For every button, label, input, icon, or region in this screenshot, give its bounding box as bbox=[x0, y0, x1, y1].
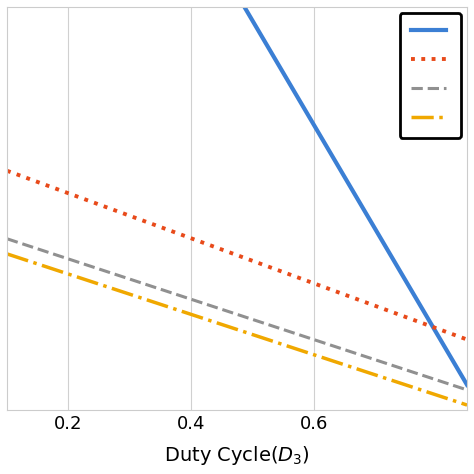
Legend: , , , : , , , bbox=[400, 13, 461, 138]
X-axis label: Duty Cycle($D_3$): Duty Cycle($D_3$) bbox=[164, 444, 310, 467]
